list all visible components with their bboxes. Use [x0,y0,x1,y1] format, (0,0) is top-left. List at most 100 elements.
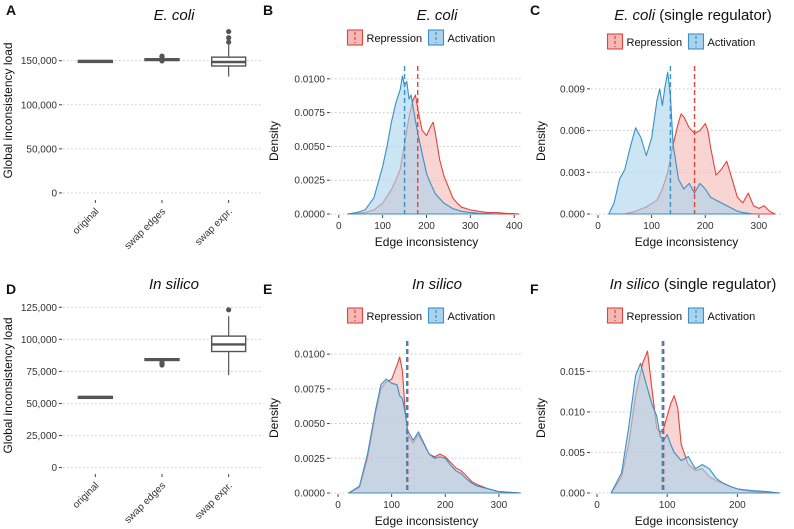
y-tick-label: 0.000 [560,489,585,500]
box-1 [144,53,180,64]
y-tick-label: 0 [51,188,57,199]
box-outlier [226,28,232,35]
legend: Repression Activation [346,29,496,46]
x-tick-label: 400 [506,221,523,232]
y-tick-label: 0.0000 [294,489,325,500]
density-activation [608,71,755,215]
box-outlier [159,53,165,59]
box-2 [210,307,247,376]
y-tick-label: 0.0100 [294,350,325,361]
x-tick-label: 0 [594,500,600,511]
legend-label-repression: Repression [367,33,423,45]
panel-label-f: F [530,281,539,297]
x-tick-label: 100 [659,500,676,511]
y-axis-label: Density [267,398,281,438]
panel-title-d: In silico [149,276,199,293]
y-axis-label: Density [534,121,548,161]
x-tick-label: 100 [643,221,660,232]
y-tick-label: 50,000 [26,399,57,410]
y-tick-label: 50,000 [26,144,57,155]
panel-title-italic: E. coli [614,7,656,24]
panel-label-b: B [263,2,273,18]
panel-title-b: E. coli [417,7,459,24]
legend-label-repression: Repression [627,37,683,49]
legend-label-repression: Repression [627,311,683,323]
legend-label-repression: Repression [367,311,423,323]
y-tick-label: 0 [51,463,57,474]
panel-title-c: E. coli (single regulator) [614,7,772,24]
x-tick-label: 200 [437,500,454,511]
legend: Repression Activation [346,307,495,324]
y-axis-label: Density [267,121,281,161]
y-tick-label: 0.006 [560,126,585,137]
y-tick-label: 0.0050 [294,142,325,153]
y-tick-label: 75,000 [26,367,57,378]
panel-f: F In silico (single regulator) Density 0.00… [530,276,783,528]
x-tick-label: swap edges [123,206,169,252]
box-outlier [159,58,165,64]
x-tick-label: original [71,206,102,237]
y-tick-label: 0.003 [560,168,585,179]
x-axis-label: Edge inconsistency [635,235,738,249]
y-tick-label: 0.0050 [294,419,325,430]
panel-d: D In silico Global inconsistency load 0 25,0… [1,276,262,526]
panel-title-italic: E. coli [154,7,196,24]
x-tick-label: original [71,480,102,511]
y-axis-label: Density [534,398,548,438]
x-tick-label: 100 [374,221,391,232]
y-axis-label: Global inconsistency load [1,317,15,453]
y-tick-label: 0.0100 [294,74,325,85]
legend-label-activation: Activation [708,311,756,323]
panel-c: C E. coli (single regulator) Density 0.000 0… [530,2,783,249]
x-axis-label: Edge inconsistency [635,514,738,528]
x-tick-label: 300 [751,221,768,232]
y-tick-label: 0.010 [560,407,585,418]
y-tick-label: 25,000 [26,431,57,442]
box-1 [144,357,180,368]
x-tick-label: 200 [418,221,435,232]
panel-title-italic: In silico [149,276,199,293]
box-0 [77,59,114,64]
y-tick-label: 0.0025 [294,176,325,187]
panel-e: E In silico Density 0.0000 0.0025 0.0050 0.007… [263,276,523,528]
y-tick-label: 0.0000 [294,210,325,221]
panel-a: A E. coli Global inconsistency load 0 50,000… [1,2,262,252]
x-tick-label: swap edges [123,480,169,526]
x-tick-label: 300 [462,221,479,232]
box-0 [77,395,114,400]
panel-title-f: In silico (single regulator) [610,276,777,293]
panel-title-rest: (single regulator) [655,7,772,24]
y-tick-label: 125,000 [21,303,58,314]
legend-label-activation: Activation [448,33,496,45]
x-tick-label: 200 [729,500,746,511]
y-tick-label: 0.0025 [294,454,325,465]
y-tick-label: 0.009 [560,84,585,95]
y-tick-label: 0.015 [560,367,585,378]
density-activation [348,378,521,494]
y-tick-label: 100,000 [21,100,58,111]
panel-b: B E. coli Density 0.0000 0.0025 0.0050 0.0075 0… [263,2,523,249]
x-tick-label: 0 [595,221,601,232]
box-2 [210,28,247,77]
panel-label-d: D [6,281,16,297]
x-tick-label: swap expr. [193,206,235,248]
y-axis-label: Global inconsistency load [1,42,15,178]
y-tick-label: 0.0075 [294,108,325,119]
legend-label-activation: Activation [708,37,756,49]
x-tick-label: swap expr. [193,480,235,522]
y-tick-label: 0.0075 [294,384,325,395]
x-tick-label: 300 [491,500,508,511]
legend: Repression Activation [606,33,756,50]
panel-label-a: A [6,2,16,18]
y-tick-label: 0.000 [560,210,585,221]
x-tick-label: 200 [697,221,714,232]
panel-title-rest: (single regulator) [660,276,777,293]
panel-title-italic: In silico [610,276,660,293]
panel-label-e: E [263,281,272,297]
x-axis-label: Edge inconsistency [375,235,478,249]
box-outlier [226,39,232,45]
panel-title-a: E. coli [154,7,196,24]
density-activation [610,362,781,494]
box-outlier [226,307,232,313]
